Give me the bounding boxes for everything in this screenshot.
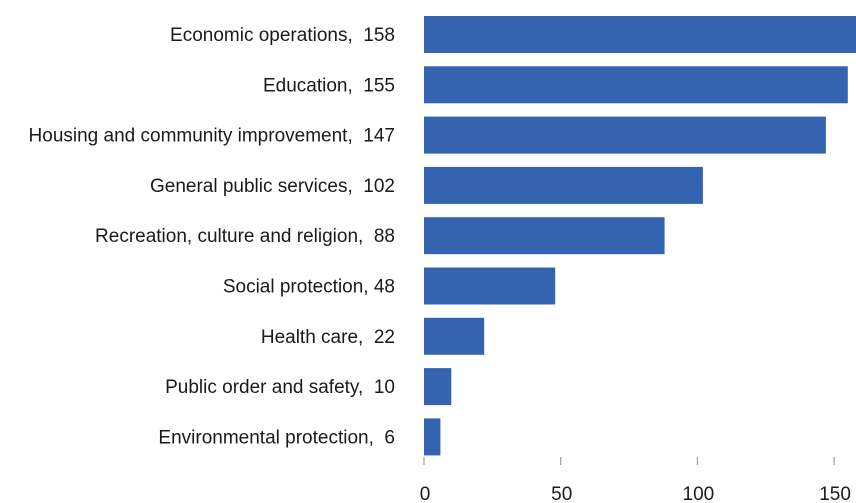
bar	[424, 267, 556, 305]
bar	[424, 16, 856, 53]
category-label: Environmental protection, 6	[158, 427, 395, 448]
category-label: Economic operations, 158	[170, 25, 395, 46]
bars-group	[424, 16, 856, 456]
x-tick-label: 150	[819, 484, 851, 503]
bar	[424, 217, 665, 255]
category-label: General public services, 102	[150, 176, 395, 197]
bar	[424, 317, 485, 355]
category-label: Recreation, culture and religion, 88	[95, 226, 395, 247]
bar	[424, 368, 452, 406]
x-tick-label: 50	[551, 484, 572, 503]
category-label: Housing and community improvement, 147	[29, 126, 395, 147]
category-label: Education, 155	[263, 75, 395, 96]
bar	[424, 166, 703, 204]
x-tick-label: 100	[683, 484, 715, 503]
bar	[424, 66, 848, 104]
x-axis: 0 50 100 150	[420, 457, 851, 503]
category-label: Public order and safety, 10	[165, 377, 395, 398]
category-label: Social protection, 48	[223, 277, 395, 298]
category-labels: Economic operations, 158 Education, 155 Ho…	[29, 25, 395, 448]
category-label: Health care, 22	[261, 327, 395, 348]
x-tick-label: 0	[420, 484, 431, 503]
bar	[424, 418, 441, 456]
bar	[424, 116, 826, 154]
